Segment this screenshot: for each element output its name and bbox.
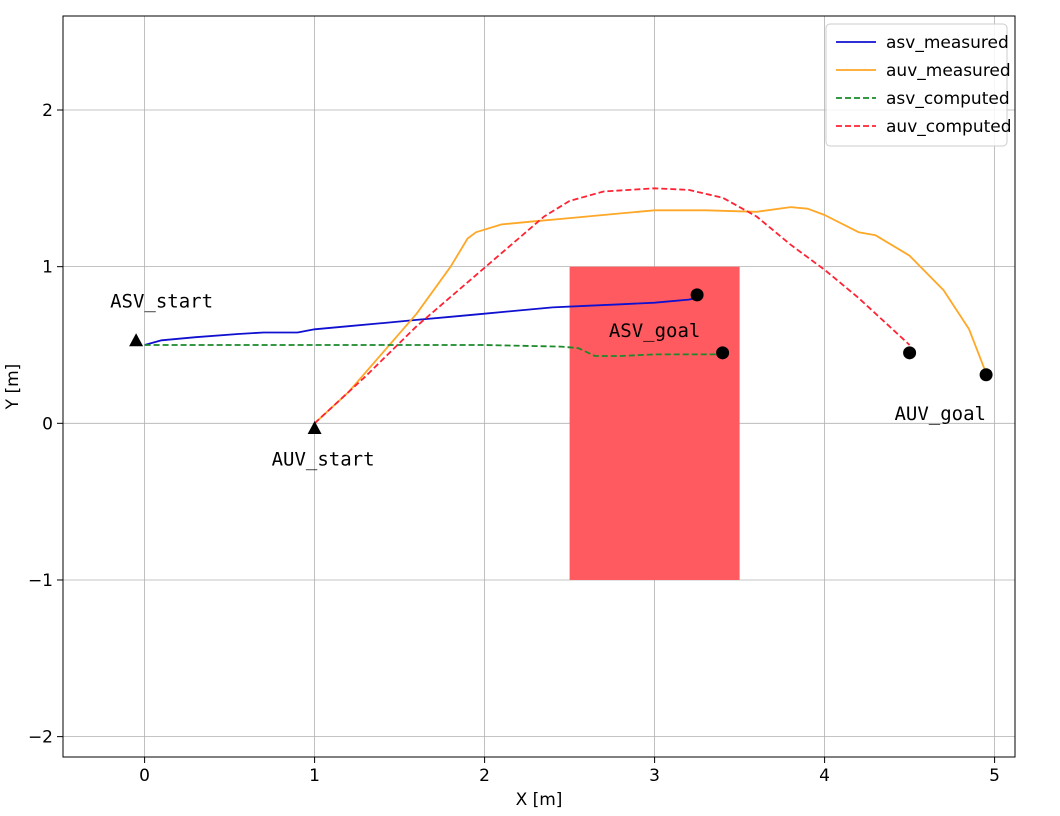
series-line-auv-computed (313, 187, 911, 424)
y-tick-label: 1 (42, 258, 53, 278)
y-axis-label: Y [m] (3, 364, 23, 411)
tick-layer: 0 1 2 3 4 5 −2 −1 0 1 2 (28, 101, 1000, 786)
x-tick-label: 4 (819, 766, 830, 786)
plot-frame (62, 15, 1016, 758)
x-tick-label: 0 (139, 766, 150, 786)
x-tick-label: 3 (649, 766, 660, 786)
series-layer (144, 187, 987, 424)
legend-label: asv_computed (886, 89, 1010, 109)
y-tick-label: 0 (42, 414, 53, 434)
goal-marker (979, 368, 993, 382)
x-tick-label: 2 (479, 766, 490, 786)
start-marker (129, 333, 144, 347)
x-tick-label: 1 (309, 766, 320, 786)
legend-label: auv_computed (886, 117, 1012, 137)
marker-label-auv-start: AUV_start (272, 449, 375, 471)
legend: asv_measured auv_measured asv_computed auv_… (825, 23, 1012, 147)
marker-label-asv-goal: ASV_goal (609, 320, 701, 342)
y-tick-label: −1 (28, 571, 53, 591)
marker-layer: ASV_start AUV_start ASV_goal AUV_goal (110, 288, 993, 471)
legend-label: auv_measured (886, 61, 1011, 81)
start-marker (307, 421, 322, 435)
x-tick-label: 5 (989, 766, 1000, 786)
marker-label-auv-goal: AUV_goal (894, 403, 986, 425)
legend-box (825, 23, 1008, 147)
y-tick-label: −2 (28, 728, 53, 748)
series-line-asv-computed (144, 344, 723, 357)
x-axis-label: X [m] (516, 790, 563, 810)
goal-marker (690, 288, 704, 302)
goal-marker (903, 346, 917, 360)
y-tick-label: 2 (42, 101, 53, 121)
series-line-asv-measured (144, 297, 698, 346)
obstacle-layer (569, 266, 740, 580)
goal-marker (716, 346, 730, 360)
obstacle-rect (569, 266, 740, 580)
marker-label-asv-start: ASV_start (110, 290, 213, 312)
legend-label: asv_measured (886, 33, 1009, 53)
series-line-auv-measured (313, 206, 987, 424)
